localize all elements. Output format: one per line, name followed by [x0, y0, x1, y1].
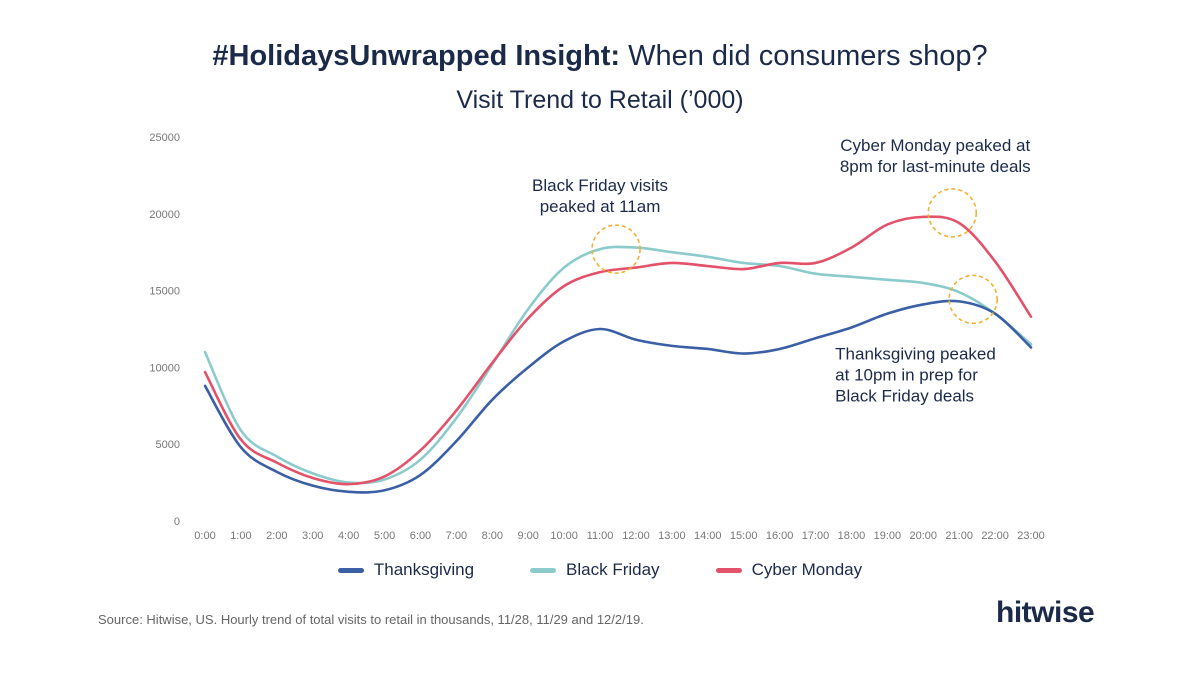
annotation-line: at 10pm in prep for	[835, 365, 978, 384]
x-tick-label: 22:00	[981, 530, 1009, 542]
x-tick-label: 17:00	[802, 530, 830, 542]
x-tick-label: 11:00	[587, 530, 614, 542]
y-tick-label: 15000	[149, 286, 180, 298]
peak-highlight-circle	[948, 274, 998, 325]
peak-highlight-circle	[591, 224, 641, 274]
x-tick-label: 3:00	[302, 530, 323, 542]
peak-highlight-circle	[927, 188, 978, 238]
x-tick-label: 4:00	[338, 530, 359, 542]
x-tick-label: 9:00	[518, 530, 539, 542]
legend-swatch-cyber-monday	[715, 567, 742, 573]
legend-item-thanksgiving: Thanksgiving	[337, 560, 475, 580]
annotation-line: Thanksgiving peaked	[835, 344, 996, 363]
annotation-text: Cyber Monday peaked at 8pm for last-minut…	[840, 136, 1031, 176]
x-tick-label: 21:00	[945, 530, 973, 542]
legend-label-cyber-monday: Cyber Monday	[751, 560, 863, 579]
legend-swatch-thanksgiving	[337, 567, 364, 573]
chart-title: #HolidaysUnwrapped Insight: When did con…	[0, 40, 1200, 73]
x-tick-label: 8:00	[482, 530, 503, 542]
x-tick-label: 0:00	[194, 530, 215, 542]
legend-label-thanksgiving: Thanksgiving	[373, 560, 475, 579]
x-tick-label: 1:00	[230, 530, 251, 542]
y-tick-label: 0	[174, 516, 180, 528]
brand-logo: hitwise	[996, 596, 1095, 629]
annotation-line: peaked at 11am	[540, 197, 661, 216]
legend-swatch-black-friday	[530, 567, 557, 573]
y-tick-label: 25000	[149, 132, 180, 144]
legend: Thanksgiving Black Friday Cyber Monday	[0, 560, 1200, 580]
legend-label-black-friday: Black Friday	[566, 560, 660, 579]
line-chart: 0 5000 10000 15000 20000 25000 0:00 1:00 2:00 3:0…	[149, 132, 1045, 542]
annotation-text: Black Friday visits peaked at 11am	[532, 176, 668, 216]
annotation-line: Black Friday deals	[835, 386, 974, 405]
title-hashtag: #HolidaysUnwrapped Insight:	[212, 40, 621, 72]
x-tick-label: 2:00	[266, 530, 287, 542]
chart-subtitle: Visit Trend to Retail (’000)	[456, 86, 744, 114]
y-tick-label: 5000	[156, 439, 180, 451]
x-tick-label: 14:00	[694, 530, 722, 542]
x-tick-label: 10:00	[550, 530, 578, 542]
y-tick-label: 10000	[149, 362, 180, 374]
x-tick-label: 19:00	[874, 530, 902, 542]
x-tick-label: 16:00	[766, 530, 794, 542]
x-tick-label: 13:00	[658, 530, 686, 542]
x-tick-label: 5:00	[374, 530, 395, 542]
title-question: When did consumers shop?	[620, 40, 988, 72]
x-tick-label: 18:00	[838, 530, 866, 542]
annotation-line: Cyber Monday peaked at	[840, 136, 1030, 155]
x-tick-label: 6:00	[410, 530, 431, 542]
annotation-line: Black Friday visits	[532, 176, 668, 195]
series-line-black-friday	[203, 245, 1033, 485]
annotation-line: 8pm for last-minute deals	[840, 157, 1031, 176]
x-tick-label: 12:00	[622, 530, 650, 542]
y-tick-label: 20000	[149, 209, 180, 221]
x-tick-label: 15:00	[730, 530, 758, 542]
legend-item-cyber-monday: Cyber Monday	[715, 560, 863, 580]
series-line-thanksgiving	[203, 299, 1033, 494]
source-note: Source: Hitwise, US. Hourly trend of tot…	[98, 612, 644, 627]
x-tick-label: 23:00	[1017, 530, 1045, 542]
legend-item-black-friday: Black Friday	[530, 560, 660, 580]
x-tick-label: 20:00	[909, 530, 937, 542]
series-line-cyber-monday	[203, 215, 1033, 486]
annotation-text: Thanksgiving peaked at 10pm in prep for Bl…	[835, 344, 996, 405]
x-tick-label: 7:00	[446, 530, 467, 542]
